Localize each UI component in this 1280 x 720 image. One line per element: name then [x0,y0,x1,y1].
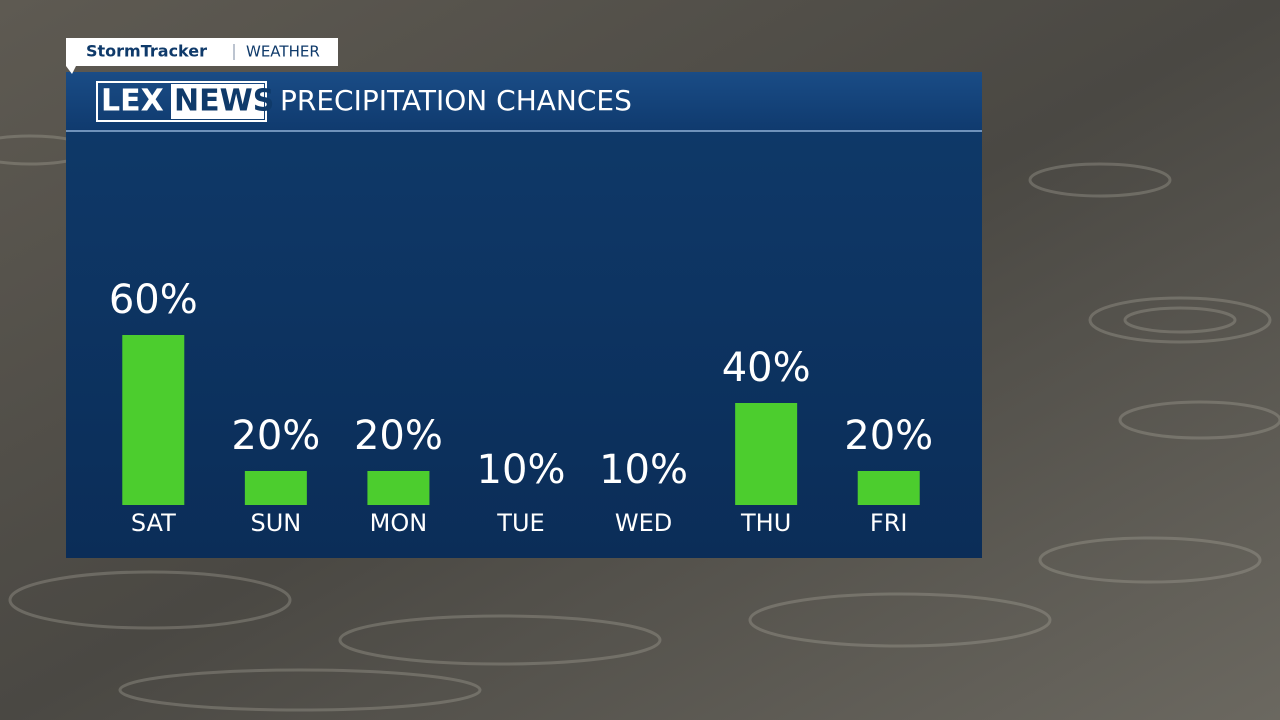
bar [367,471,430,505]
chart-title: PRECIPITATION CHANCES [280,84,632,117]
brand-tab [66,38,338,66]
brand: StormTracker [86,42,207,61]
x-tick-label: MON [370,509,428,537]
bar [122,335,185,505]
logo-left: LEX [101,84,164,119]
logo-frame [96,81,267,122]
logo-right: NEWS [174,84,274,119]
logo-box [171,84,264,119]
value-label: 10% [477,447,566,493]
bar [244,471,307,505]
x-tick-label: FRI [870,509,908,537]
x-tick-label: WED [615,509,672,537]
x-tick-label: THU [740,509,791,537]
x-tick-label: SAT [131,509,176,537]
value-label: 20% [844,413,933,459]
value-label: 20% [231,413,320,459]
x-tick-label: SUN [250,509,301,537]
value-label: 10% [599,447,688,493]
value-label: 60% [109,277,198,323]
x-tick-label: TUE [496,509,544,537]
bar [735,403,798,505]
value-label: 40% [722,345,811,391]
brand-tab-tail [66,66,76,74]
panel [66,72,982,558]
bar [857,471,920,505]
section: WEATHER [246,43,320,61]
value-label: 20% [354,413,443,459]
rain-ripples [0,134,1280,712]
